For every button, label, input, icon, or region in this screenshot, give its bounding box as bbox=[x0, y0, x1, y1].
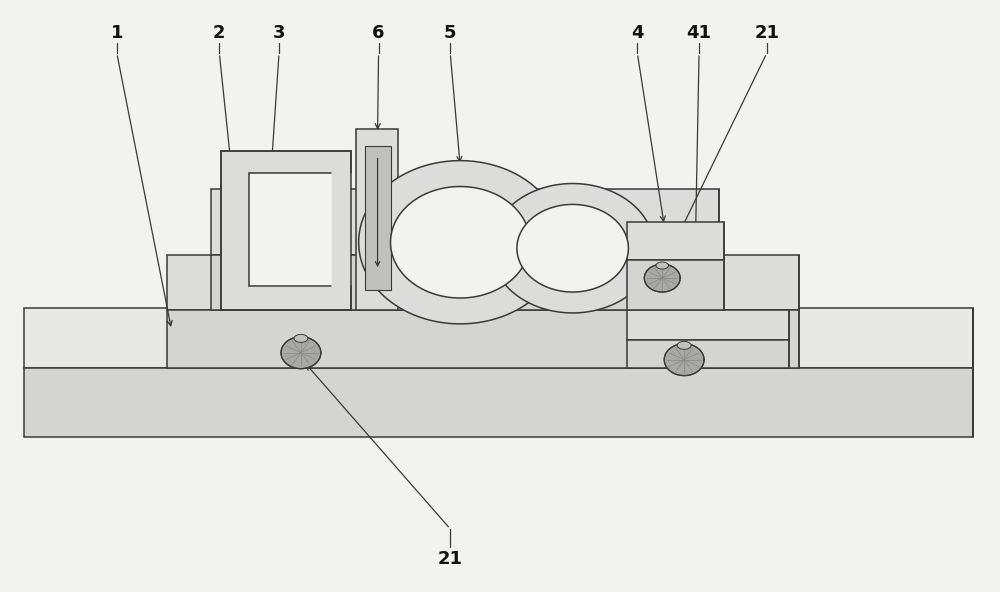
Polygon shape bbox=[627, 310, 789, 340]
Text: 21: 21 bbox=[754, 24, 779, 42]
Text: 2: 2 bbox=[213, 24, 226, 42]
Polygon shape bbox=[167, 255, 799, 310]
Polygon shape bbox=[356, 129, 398, 310]
Polygon shape bbox=[211, 255, 719, 310]
Polygon shape bbox=[249, 173, 331, 286]
Text: 4: 4 bbox=[631, 24, 644, 42]
Polygon shape bbox=[294, 334, 308, 342]
Text: 1: 1 bbox=[111, 24, 123, 42]
Text: 6: 6 bbox=[372, 24, 385, 42]
Text: 41: 41 bbox=[687, 24, 712, 42]
Polygon shape bbox=[281, 337, 321, 369]
Polygon shape bbox=[677, 342, 691, 349]
Text: 5: 5 bbox=[444, 24, 456, 42]
Polygon shape bbox=[664, 344, 704, 375]
Polygon shape bbox=[365, 146, 391, 290]
Polygon shape bbox=[627, 223, 724, 260]
Polygon shape bbox=[391, 186, 530, 298]
Polygon shape bbox=[24, 368, 973, 437]
Polygon shape bbox=[211, 188, 719, 255]
Polygon shape bbox=[656, 262, 669, 269]
Polygon shape bbox=[517, 204, 628, 292]
Polygon shape bbox=[24, 308, 973, 368]
Polygon shape bbox=[221, 151, 351, 310]
Polygon shape bbox=[167, 310, 799, 368]
Polygon shape bbox=[644, 264, 680, 292]
Polygon shape bbox=[627, 260, 724, 310]
Text: 21: 21 bbox=[438, 550, 463, 568]
Text: 3: 3 bbox=[273, 24, 285, 42]
Polygon shape bbox=[359, 160, 562, 324]
Polygon shape bbox=[491, 184, 654, 313]
Polygon shape bbox=[627, 340, 789, 368]
